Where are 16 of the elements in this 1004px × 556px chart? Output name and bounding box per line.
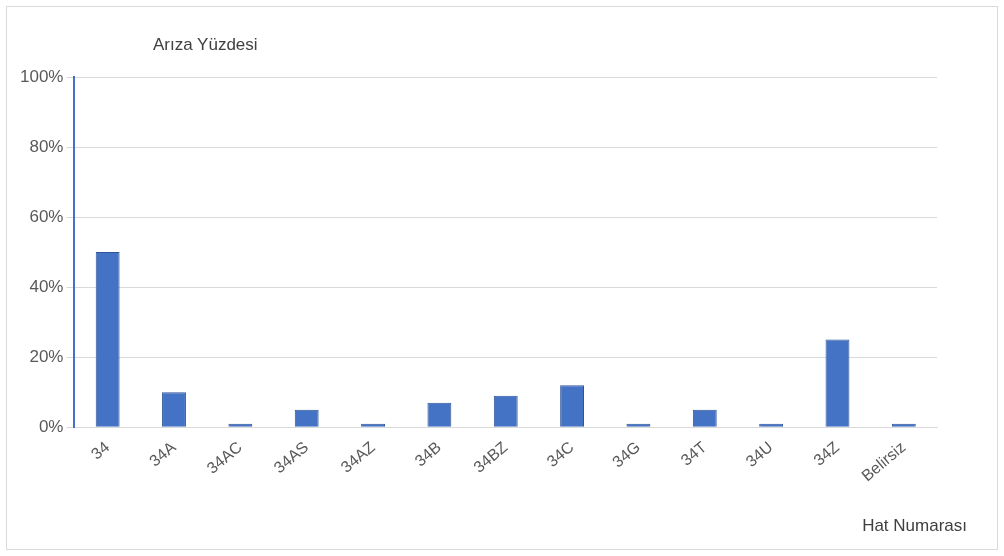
x-tick-label: 34Z xyxy=(810,438,843,469)
y-tick-label: 80% xyxy=(29,136,64,156)
y-axis-title: Arıza Yüzdesi xyxy=(153,35,258,55)
y-tick-label: 60% xyxy=(29,206,64,226)
y-tick-label: 0% xyxy=(38,416,64,436)
x-tick-label: 34C xyxy=(543,438,577,471)
y-tick-label: 100% xyxy=(20,66,64,86)
x-tick-label: 34T xyxy=(677,438,710,469)
x-tick-label: 34B xyxy=(411,438,445,470)
y-tick-label: 20% xyxy=(29,346,64,366)
y-tick-label: 40% xyxy=(29,276,64,296)
x-tick-label: 34 xyxy=(87,438,113,463)
x-tick-label: 34U xyxy=(742,438,776,471)
x-tick-label: 34A xyxy=(146,437,180,470)
x-tick-label: 34G xyxy=(609,438,644,471)
x-axis-title: Hat Numarası xyxy=(862,516,967,536)
